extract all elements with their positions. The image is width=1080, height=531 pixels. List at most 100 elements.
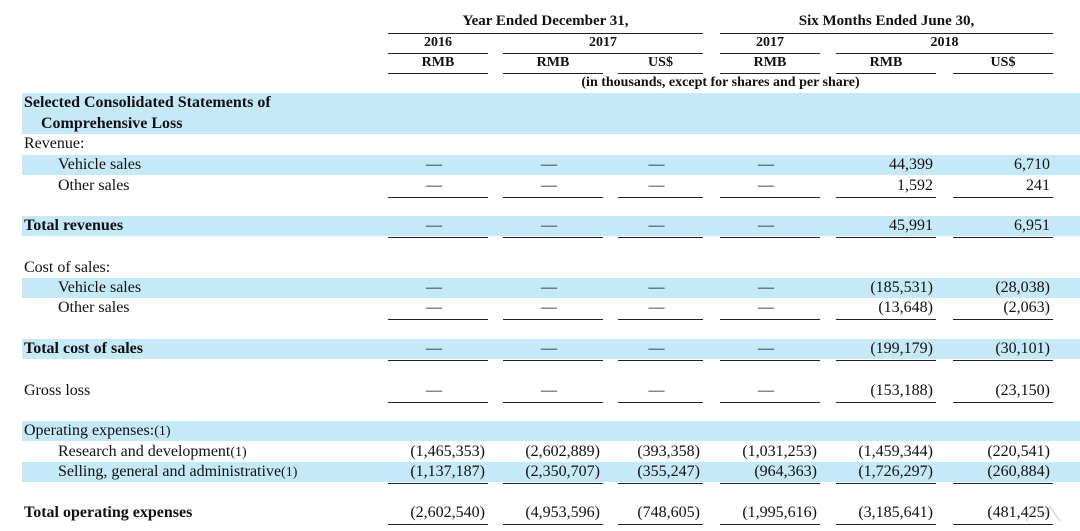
table-cell-total-cost-of-sales: (199,179) xyxy=(870,340,933,357)
cell-underline xyxy=(720,197,820,198)
table-cell-cos-vehicle: — xyxy=(758,279,774,296)
table-cell-vehicle-sales: — xyxy=(758,156,774,173)
cell-underline xyxy=(503,197,603,198)
cell-underline xyxy=(618,483,703,484)
cell-underline xyxy=(953,197,1053,198)
cell-underline xyxy=(836,237,936,238)
vehicle-sales-label: Vehicle sales xyxy=(58,156,142,173)
table-cell-total-revenues: 45,991 xyxy=(889,217,933,234)
cell-underline xyxy=(618,197,703,198)
table-cell-other-sales: — xyxy=(541,177,557,194)
table-cell-cos-other: — xyxy=(648,299,665,316)
header-rule xyxy=(503,53,703,54)
cost-of-sales-label: Cost of sales: xyxy=(24,259,111,276)
table-cell-cos-vehicle: — xyxy=(648,279,665,296)
header-currency: RMB xyxy=(421,55,455,70)
row-band xyxy=(22,421,1080,441)
cos-vehicle-label: Vehicle sales xyxy=(58,279,142,296)
table-cell-total-opex: (481,425) xyxy=(987,504,1050,521)
table-cell-sga: (964,363) xyxy=(754,463,817,480)
table-cell-cos-other: — xyxy=(426,299,442,316)
table-cell-rnd: (1,459,344) xyxy=(858,443,933,460)
header-year-ended: Year Ended December 31, xyxy=(462,13,629,29)
table-cell-cos-other: (2,063) xyxy=(1003,299,1050,316)
sga-label: Selling, general and administrative(1) xyxy=(58,463,298,480)
header-rule xyxy=(836,53,1053,54)
table-cell-total-opex: (748,605) xyxy=(637,504,700,521)
table-cell-total-opex: (1,995,616) xyxy=(742,504,817,521)
header-rule xyxy=(720,33,1053,34)
table-cell-sga: (2,350,707) xyxy=(525,463,600,480)
table-cell-vehicle-sales: — xyxy=(648,156,665,173)
table-cell-cos-vehicle: — xyxy=(541,279,557,296)
table-cell-total-revenues: — xyxy=(758,217,774,234)
cell-underline xyxy=(388,319,488,320)
cell-underline xyxy=(720,237,820,238)
table-cell-rnd: (1,465,353) xyxy=(410,443,485,460)
cell-underline xyxy=(836,402,936,403)
header-rule xyxy=(720,53,820,54)
cos-other-label: Other sales xyxy=(58,299,130,316)
cell-underline xyxy=(953,402,1053,403)
cell-underline xyxy=(618,237,703,238)
header-currency: RMB xyxy=(869,55,903,70)
table-cell-gross-loss: (153,188) xyxy=(870,382,933,399)
table-cell-total-revenues: — xyxy=(648,217,665,234)
header-rule xyxy=(388,53,488,54)
cell-underline xyxy=(720,524,820,525)
cell-underline xyxy=(836,524,936,525)
cell-underline xyxy=(618,360,703,361)
table-cell-sga: (355,247) xyxy=(637,463,700,480)
table-cell-sga: (1,726,297) xyxy=(858,463,933,480)
header-year-2016: 2016 xyxy=(424,35,452,50)
cell-underline xyxy=(836,360,936,361)
cell-underline xyxy=(503,319,603,320)
header-rule xyxy=(720,73,820,74)
cell-underline xyxy=(720,483,820,484)
table-cell-vehicle-sales: 6,710 xyxy=(1014,156,1050,173)
total-revenues-label: Total revenues xyxy=(24,217,124,234)
cell-underline xyxy=(503,483,603,484)
cell-underline xyxy=(388,360,488,361)
header-rule xyxy=(953,73,1053,74)
header-year-2018: 2018 xyxy=(930,35,959,50)
header-rule xyxy=(618,73,703,74)
header-currency: US$ xyxy=(990,55,1016,70)
header-six-months: Six Months Ended June 30, xyxy=(798,13,975,29)
table-cell-total-cost-of-sales: — xyxy=(541,340,557,357)
cell-underline xyxy=(836,483,936,484)
table-cell-total-opex: (2,602,540) xyxy=(410,504,485,521)
cell-underline xyxy=(388,524,488,525)
table-cell-gross-loss: — xyxy=(648,382,665,399)
cell-underline xyxy=(388,237,488,238)
row-band xyxy=(22,155,1080,175)
table-cell-vehicle-sales: — xyxy=(541,156,557,173)
table-cell-cos-other: — xyxy=(541,299,557,316)
cell-underline xyxy=(953,360,1053,361)
table-cell-gross-loss: — xyxy=(541,382,557,399)
cell-underline xyxy=(618,524,703,525)
cell-underline xyxy=(953,524,1053,525)
header-rule xyxy=(836,73,936,74)
header-currency: RMB xyxy=(753,55,787,70)
section-title-line2: Comprehensive Loss xyxy=(41,115,183,132)
cell-underline xyxy=(618,319,703,320)
row-band xyxy=(22,462,1080,482)
table-cell-cos-other: — xyxy=(758,299,774,316)
header-rule xyxy=(503,73,603,74)
table-cell-other-sales: — xyxy=(758,177,774,194)
header-rule xyxy=(388,73,488,74)
table-cell-sga: (260,884) xyxy=(987,463,1050,480)
table-cell-other-sales: 241 xyxy=(1026,177,1050,194)
row-band xyxy=(22,216,1080,236)
table-cell-vehicle-sales: — xyxy=(426,156,442,173)
total-cost-of-sales-label: Total cost of sales xyxy=(24,340,143,357)
cell-underline xyxy=(953,483,1053,484)
table-cell-total-revenues: — xyxy=(541,217,557,234)
cell-underline xyxy=(618,402,703,403)
cell-underline xyxy=(503,360,603,361)
header-currency: US$ xyxy=(648,55,673,70)
table-cell-total-cost-of-sales: (30,101) xyxy=(995,340,1050,357)
table-cell-total-revenues: — xyxy=(426,217,442,234)
table-cell-rnd: (2,602,889) xyxy=(525,443,600,460)
